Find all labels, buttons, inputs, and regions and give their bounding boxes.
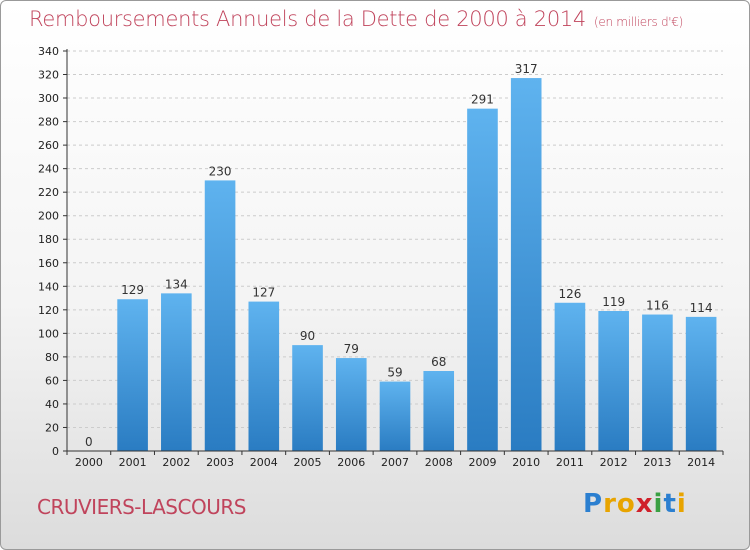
bar-2006 [335, 358, 367, 451]
y-tick-labels: 0 20 40 60 80 100 120 140 160 180 200 220 240 260 280 3… [38, 45, 59, 458]
title-text: Remboursements Annuels de la Dette de 20… [29, 7, 586, 31]
value-label: 230 [209, 164, 232, 178]
y-tick-label: 200 [38, 210, 59, 223]
logo-letter: x [635, 489, 654, 519]
bar-2008 [423, 371, 455, 451]
x-tick-label: 2002 [162, 456, 190, 469]
value-label: 127 [252, 286, 275, 300]
bar-2013 [642, 314, 673, 451]
y-tick-label: 220 [38, 186, 59, 199]
commune-name: CRUVIERS-LASCOURS [37, 495, 246, 519]
x-tick-label: 2005 [294, 456, 322, 469]
bar-2005 [292, 345, 323, 451]
y-tick-label: 260 [38, 139, 59, 152]
value-label: 0 [85, 435, 93, 449]
x-tick-label: 2010 [512, 456, 540, 469]
bar-2002 [161, 293, 192, 451]
value-label: 129 [121, 283, 144, 297]
value-label: 68 [431, 355, 446, 369]
y-tick-label: 280 [38, 116, 59, 129]
y-tick-label: 300 [38, 92, 59, 105]
x-tick-label: 2012 [600, 456, 628, 469]
value-label: 119 [602, 295, 625, 309]
value-labels: 0 129 134 230 127 90 79 59 68 291 317 126 119 116 114 [85, 62, 713, 449]
y-tick-label: 340 [38, 45, 59, 58]
x-tick-label: 2007 [381, 456, 409, 469]
logo-letter: P [583, 489, 604, 519]
y-tick-label: 180 [38, 233, 59, 246]
bars [117, 78, 717, 452]
value-label: 116 [646, 299, 669, 313]
x-tick-label: 2008 [425, 456, 453, 469]
axes [63, 49, 724, 455]
x-tick-label: 2006 [337, 456, 365, 469]
value-label: 90 [300, 329, 315, 343]
x-tick-label: 2004 [250, 456, 278, 469]
bar-2010 [510, 78, 542, 451]
value-label: 79 [344, 342, 359, 356]
logo-letter: i [653, 489, 664, 519]
value-label: 317 [515, 62, 538, 76]
bar-2001 [117, 299, 148, 451]
chart-title: Remboursements Annuels de la Dette de 20… [29, 7, 683, 31]
x-tick-label: 2013 [643, 456, 671, 469]
bar-2012 [598, 311, 629, 451]
value-label: 134 [165, 277, 188, 291]
x-tick-label: 2011 [556, 456, 584, 469]
y-tick-label: 120 [38, 304, 59, 317]
logo-letter: r [603, 489, 617, 519]
bar-2009 [467, 108, 498, 451]
x-tick-label: 2009 [468, 456, 496, 469]
y-tick-label: 240 [38, 163, 59, 176]
logo-letter: i [676, 489, 687, 519]
y-tick-label: 140 [38, 280, 59, 293]
unit-label: (en milliers d'€) [594, 15, 684, 29]
y-tick-label: 100 [38, 327, 59, 340]
y-tick-label: 0 [52, 445, 59, 458]
x-tick-label: 2000 [75, 456, 103, 469]
value-label: 291 [471, 93, 494, 107]
bar-2014 [685, 316, 717, 451]
x-tick-label: 2001 [119, 456, 147, 469]
proxiti-logo: Proxiti [583, 489, 687, 519]
y-tick-label: 40 [45, 398, 59, 411]
bar-2004 [248, 301, 280, 451]
y-tick-label: 320 [38, 69, 59, 82]
logo-letter: t [663, 489, 677, 519]
value-label: 126 [558, 287, 581, 301]
value-label: 59 [387, 366, 402, 380]
bar-2011 [554, 302, 586, 451]
y-tick-label: 20 [45, 421, 59, 434]
x-tick-label: 2003 [206, 456, 234, 469]
y-tick-label: 60 [45, 374, 59, 387]
y-tick-label: 80 [45, 351, 59, 364]
y-tick-label: 160 [38, 257, 59, 270]
x-tick-labels: 2000 2001 2002 2003 2004 2005 2006 2007 2008 2009… [75, 456, 715, 469]
value-label: 114 [690, 301, 713, 315]
bar-2007 [379, 381, 411, 451]
bar-2003 [204, 180, 236, 452]
logo-letter: o [616, 489, 636, 519]
x-tick-label: 2014 [687, 456, 715, 469]
